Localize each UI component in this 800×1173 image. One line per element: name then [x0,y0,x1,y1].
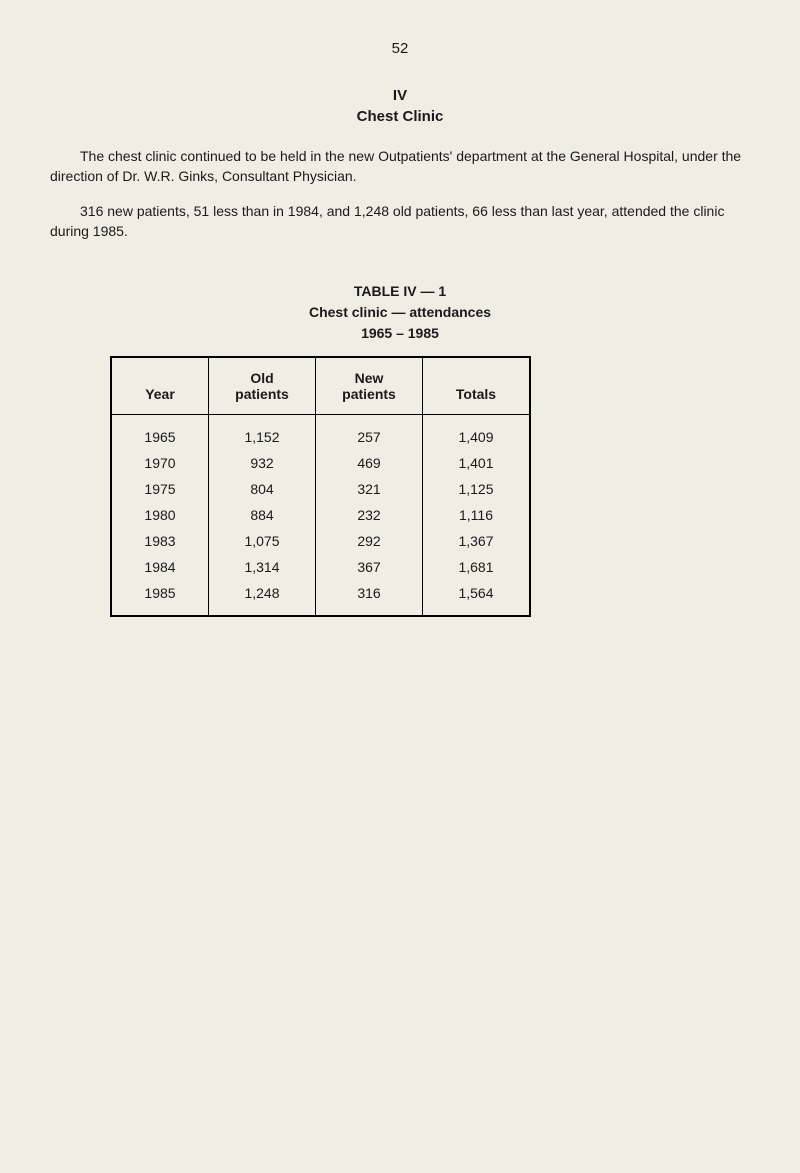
document-page: 52 IV Chest Clinic The chest clinic cont… [0,0,800,657]
table-cell: 367 [316,554,423,580]
attendance-table: Year Old patients New patients Totals 19… [110,356,531,617]
table-cell: 1975 [111,476,209,502]
table-cell: 232 [316,502,423,528]
table-caption: TABLE IV — 1 Chest clinic — attendances … [50,281,750,344]
table-cell: 884 [209,502,316,528]
table-header-cell: New patients [316,357,423,415]
table-cell: 804 [209,476,316,502]
table-row: 1985 1,248 316 1,564 [111,580,530,616]
body-paragraph: The chest clinic continued to be held in… [50,147,750,186]
table-row: 1984 1,314 367 1,681 [111,554,530,580]
table-header-row: Year Old patients New patients Totals [111,357,530,415]
table-cell: 1,367 [423,528,531,554]
table-header-cell: Year [111,357,209,415]
table-cell: 1,125 [423,476,531,502]
table-cell: 1,075 [209,528,316,554]
table-cell: 1,681 [423,554,531,580]
table-cell: 292 [316,528,423,554]
table-cell: 1,401 [423,450,531,476]
table-caption-line: TABLE IV — 1 [354,283,446,299]
table-header-cell: Old patients [209,357,316,415]
table-row: 1965 1,152 257 1,409 [111,415,530,451]
table-row: 1975 804 321 1,125 [111,476,530,502]
table-cell: 469 [316,450,423,476]
table-cell: 257 [316,415,423,451]
table-cell: 316 [316,580,423,616]
table-row: 1970 932 469 1,401 [111,450,530,476]
table-caption-line: Chest clinic — attendances [309,304,491,320]
table-cell: 1980 [111,502,209,528]
chapter-title: Chest Clinic [50,108,750,125]
table-cell: 1,314 [209,554,316,580]
table-cell: 1983 [111,528,209,554]
chapter-number: IV [50,87,750,104]
table-cell: 1,116 [423,502,531,528]
table-cell: 1965 [111,415,209,451]
table-row: 1980 884 232 1,116 [111,502,530,528]
table-cell: 321 [316,476,423,502]
body-paragraph: 316 new patients, 51 less than in 1984, … [50,202,750,241]
table-caption-line: 1965 – 1985 [361,325,439,341]
table-cell: 1,248 [209,580,316,616]
table-cell: 1,409 [423,415,531,451]
table-cell: 932 [209,450,316,476]
table-row: 1983 1,075 292 1,367 [111,528,530,554]
table-header-cell: Totals [423,357,531,415]
table-cell: 1,152 [209,415,316,451]
table-cell: 1985 [111,580,209,616]
table-cell: 1,564 [423,580,531,616]
table-cell: 1970 [111,450,209,476]
page-number: 52 [50,40,750,57]
table-cell: 1984 [111,554,209,580]
